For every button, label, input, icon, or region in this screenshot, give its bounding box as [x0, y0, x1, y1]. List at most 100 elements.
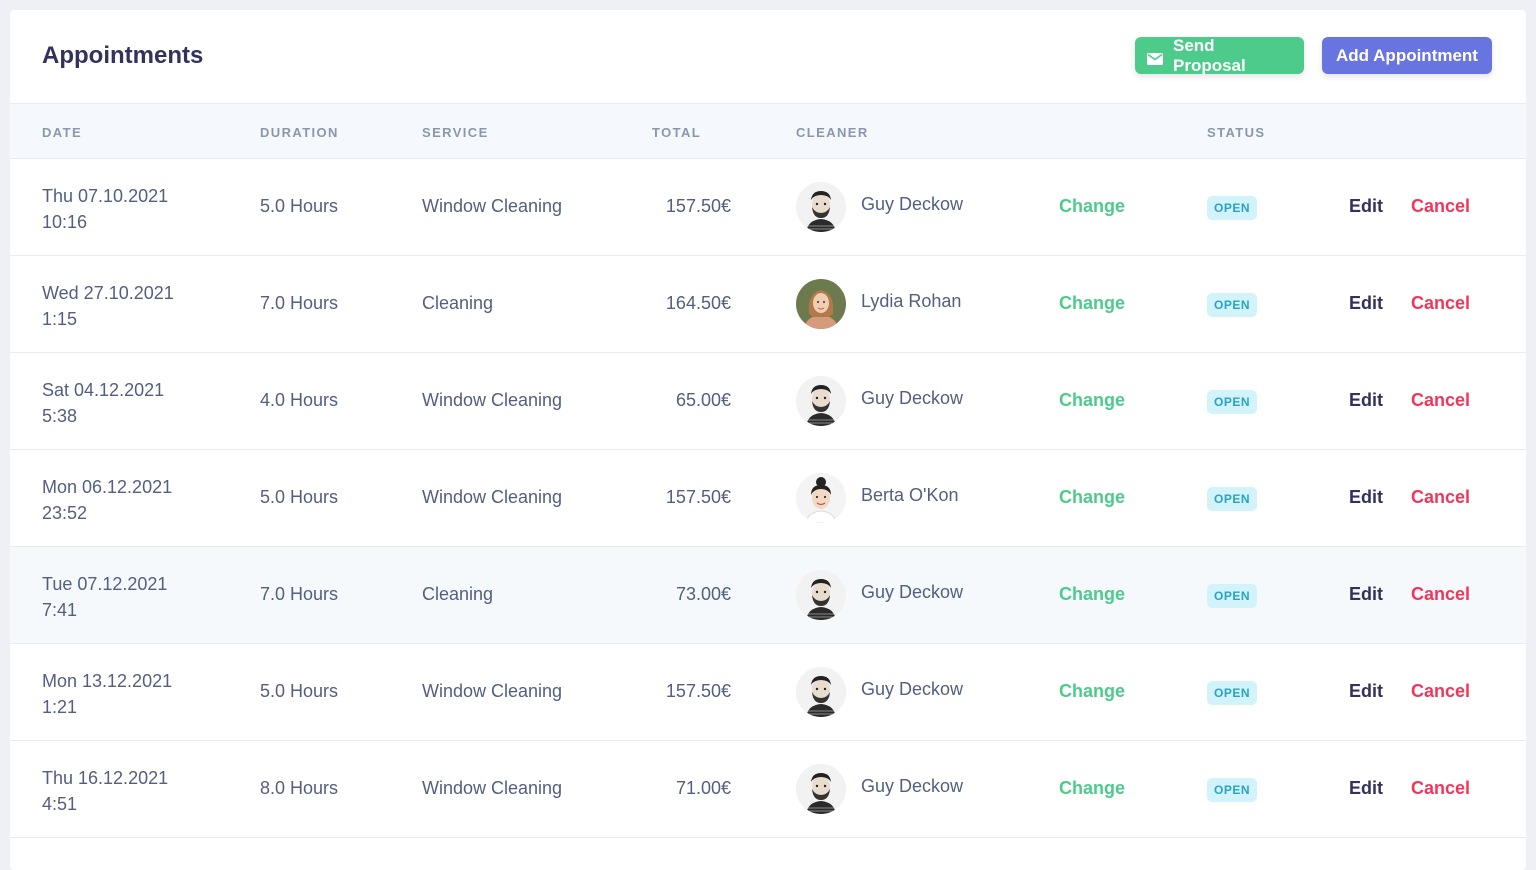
total-cell: 71.00€ [675, 778, 731, 798]
date-time: 4:51 [42, 794, 78, 814]
cancel-link[interactable]: Cancel [1411, 390, 1471, 410]
appointments-card: Appointments Send Proposal Add Appointme… [10, 10, 1526, 870]
duration-cell: 5.0 Hours [260, 681, 339, 701]
date-time: 23:52 [42, 503, 88, 523]
duration-cell: 5.0 Hours [260, 487, 339, 507]
column-header-cleaner: CLEANER [796, 125, 869, 140]
edit-link[interactable]: Edit [1349, 487, 1383, 507]
envelope-icon [1147, 50, 1163, 65]
date-day: Sat 04.12.2021 [42, 380, 165, 400]
table-header: DATE DURATION SERVICE TOTAL CLEANER STAT… [10, 104, 1526, 159]
edit-link[interactable]: Edit [1349, 196, 1383, 216]
date-cell: Mon 13.12.2021 1:21 [42, 668, 172, 720]
service-cell: Window Cleaning [422, 390, 563, 410]
duration-cell: 8.0 Hours [260, 778, 339, 798]
change-cleaner-link[interactable]: Change [1059, 584, 1126, 604]
duration-cell: 7.0 Hours [260, 293, 339, 313]
table-body: Thu 07.10.2021 10:16 5.0 Hours Window Clean… [10, 159, 1526, 838]
total-cell: 157.50€ [665, 196, 731, 216]
edit-link[interactable]: Edit [1349, 584, 1383, 604]
edit-link[interactable]: Edit [1349, 390, 1383, 410]
column-header-status: STATUS [1207, 125, 1266, 140]
date-cell: Tue 07.12.2021 7:41 [42, 571, 167, 623]
date-time: 7:41 [42, 600, 78, 620]
edit-link[interactable]: Edit [1349, 681, 1383, 701]
column-header-date: DATE [42, 125, 83, 140]
status-badge: OPEN [1207, 487, 1257, 511]
column-header-total: TOTAL [652, 125, 702, 140]
status-badge: OPEN [1207, 681, 1257, 705]
cancel-link[interactable]: Cancel [1411, 196, 1471, 216]
status-badge: OPEN [1207, 293, 1257, 317]
cancel-link[interactable]: Cancel [1411, 584, 1471, 604]
change-cleaner-link[interactable]: Change [1059, 778, 1126, 798]
card-header: Appointments Send Proposal Add Appointme… [10, 10, 1526, 104]
table-row: Wed 27.10.2021 1:15 7.0 Hours Cleaning 164.5… [10, 256, 1526, 353]
send-proposal-label: Send Proposal [1173, 35, 1246, 75]
cancel-link[interactable]: Cancel [1411, 293, 1471, 313]
edit-link[interactable]: Edit [1349, 778, 1383, 798]
change-cleaner-link[interactable]: Change [1059, 196, 1126, 216]
cleaner-name: Guy Deckow [861, 679, 964, 699]
avatar [796, 667, 846, 717]
table-row: Tue 07.12.2021 7:41 7.0 Hours Cleaning 73.00… [10, 547, 1526, 644]
date-time: 1:15 [42, 309, 78, 329]
change-cleaner-link[interactable]: Change [1059, 681, 1126, 701]
cleaner-name: Guy Deckow [861, 582, 964, 602]
avatar [796, 473, 846, 523]
edit-link[interactable]: Edit [1349, 293, 1383, 313]
cancel-link[interactable]: Cancel [1411, 681, 1471, 701]
cleaner-name: Berta O'Kon [861, 485, 959, 505]
total-cell: 65.00€ [675, 390, 731, 410]
cleaner-name: Guy Deckow [861, 194, 964, 214]
avatar [796, 376, 846, 426]
cleaner-name: Guy Deckow [861, 776, 964, 796]
total-cell: 157.50€ [665, 681, 731, 701]
date-day: Wed 27.10.2021 [42, 283, 174, 303]
duration-cell: 4.0 Hours [260, 390, 339, 410]
table-row: Thu 07.10.2021 10:16 5.0 Hours Window Clean… [10, 159, 1526, 256]
column-header-service: SERVICE [422, 125, 489, 140]
date-time: 1:21 [42, 697, 78, 717]
status-badge: OPEN [1207, 584, 1257, 608]
change-cleaner-link[interactable]: Change [1059, 293, 1126, 313]
date-cell: Wed 27.10.2021 1:15 [42, 280, 174, 332]
table-row: Mon 06.12.2021 23:52 5.0 Hours Window Clean… [10, 450, 1526, 547]
avatar [796, 570, 846, 620]
avatar [796, 182, 846, 232]
cancel-link[interactable]: Cancel [1411, 778, 1471, 798]
change-cleaner-link[interactable]: Change [1059, 390, 1126, 410]
cancel-link[interactable]: Cancel [1411, 487, 1471, 507]
column-header-duration: DURATION [260, 125, 339, 140]
date-day: Mon 13.12.2021 [42, 671, 173, 691]
service-cell: Window Cleaning [422, 196, 563, 216]
date-day: Tue 07.12.2021 [42, 574, 168, 594]
cleaner-name: Guy Deckow [861, 388, 964, 408]
table-row: Thu 16.12.2021 4:51 8.0 Hours Window Cleani… [10, 741, 1526, 838]
date-cell: Sat 04.12.2021 5:38 [42, 377, 164, 429]
total-cell: 164.50€ [665, 293, 731, 313]
avatar [796, 764, 846, 814]
status-badge: OPEN [1207, 196, 1257, 220]
page-title: Appointments [42, 42, 204, 69]
duration-cell: 7.0 Hours [260, 584, 339, 604]
service-cell: Window Cleaning [422, 778, 563, 798]
total-cell: 73.00€ [675, 584, 731, 604]
date-cell: Mon 06.12.2021 23:52 [42, 474, 172, 526]
date-day: Thu 16.12.2021 [42, 768, 169, 788]
add-appointment-button[interactable]: Add Appointment [1322, 37, 1492, 74]
duration-cell: 5.0 Hours [260, 196, 339, 216]
service-cell: Cleaning [422, 293, 494, 313]
change-cleaner-link[interactable]: Change [1059, 487, 1126, 507]
table-row: Mon 13.12.2021 1:21 5.0 Hours Window Cleani… [10, 644, 1526, 741]
service-cell: Cleaning [422, 584, 494, 604]
service-cell: Window Cleaning [422, 487, 563, 507]
date-time: 10:16 [42, 212, 88, 232]
avatar [796, 279, 846, 329]
date-cell: Thu 16.12.2021 4:51 [42, 765, 168, 817]
send-proposal-button[interactable]: Send Proposal [1135, 35, 1304, 75]
status-badge: OPEN [1207, 390, 1257, 414]
table-row: Sat 04.12.2021 5:38 4.0 Hours Window Cleani… [10, 353, 1526, 450]
date-day: Thu 07.10.2021 [42, 186, 169, 206]
date-day: Mon 06.12.2021 [42, 477, 173, 497]
